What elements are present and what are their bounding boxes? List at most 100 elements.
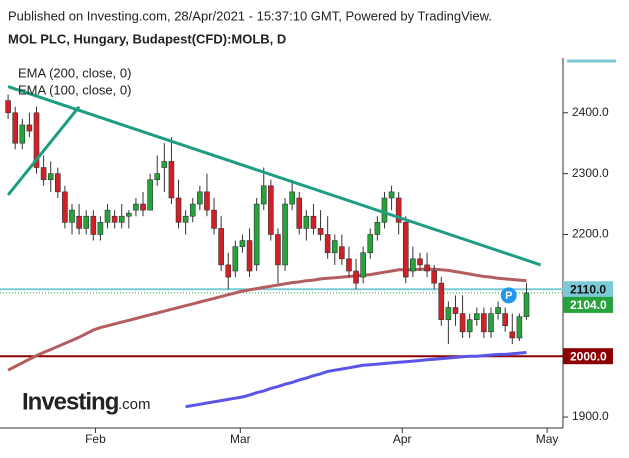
candle-body <box>204 191 210 211</box>
candle-body <box>431 270 437 284</box>
level-label: 2104.0 <box>570 298 607 312</box>
legend-entry: EMA (100, close, 0) <box>18 82 131 97</box>
candle-body <box>346 258 352 272</box>
candle-body <box>140 203 146 211</box>
candle-body <box>55 173 61 193</box>
candle-body <box>47 173 54 181</box>
candle-body <box>260 185 267 205</box>
marker-label: P <box>505 290 512 302</box>
candle-body <box>523 292 530 317</box>
candle-body <box>182 215 189 223</box>
candle-body <box>303 215 310 229</box>
candle-body <box>367 234 374 254</box>
candle-body <box>438 282 445 320</box>
candle-body <box>310 215 317 229</box>
level-label-box <box>563 296 613 313</box>
y-tick-label: 2400.0 <box>572 105 609 119</box>
candle-body <box>317 228 324 235</box>
candle-body <box>488 313 494 333</box>
candle-body <box>360 252 366 278</box>
ema-line <box>7 267 527 372</box>
y-tick-label: 2200.0 <box>572 227 609 241</box>
logo-brand: Investing <box>22 388 119 415</box>
candle-body <box>26 124 33 132</box>
legend-entry: EMA (200, close, 0) <box>18 65 131 80</box>
candle-body <box>12 112 19 144</box>
x-tick-label: May <box>536 432 559 446</box>
candle-body <box>147 179 153 211</box>
candle-body <box>197 191 203 205</box>
trend-line <box>7 85 542 267</box>
candle-body <box>126 212 132 217</box>
x-tick-label: Mar <box>230 432 251 446</box>
candle-body <box>5 100 11 114</box>
y-tick-label: 1900.0 <box>572 409 609 423</box>
candle-body <box>253 203 260 266</box>
candle-body <box>104 209 111 223</box>
candle-body <box>239 240 246 247</box>
candle-body <box>417 258 423 266</box>
candle-body <box>246 240 253 272</box>
candle-body <box>218 228 224 266</box>
candle-body <box>473 313 480 320</box>
candle-body <box>133 203 139 211</box>
candle-body <box>481 313 487 333</box>
candle-body <box>509 331 516 339</box>
candle-body <box>381 197 388 223</box>
candle-body <box>154 173 161 181</box>
candle-body <box>445 307 452 320</box>
header-line: Published on Investing.com, 28/Apr/2021 … <box>8 8 492 23</box>
candle-body <box>232 246 239 272</box>
candle-body <box>459 313 466 333</box>
ema-line <box>185 351 527 409</box>
candle-body <box>111 215 118 223</box>
candle-body <box>466 319 473 333</box>
candle-body <box>69 209 75 223</box>
candle-body <box>62 191 68 223</box>
trend-line <box>6 105 81 196</box>
candle-body <box>275 234 281 266</box>
candle-body <box>296 197 303 229</box>
candle-body <box>282 203 288 266</box>
x-tick-label: Apr <box>393 432 412 446</box>
candle-body <box>189 203 196 217</box>
candle-body <box>118 215 125 223</box>
candle-body <box>33 112 40 168</box>
candle-body <box>452 307 459 314</box>
candle-body <box>402 222 409 278</box>
level-label: 2000.0 <box>570 349 607 363</box>
level-label: 2110.0 <box>570 282 606 296</box>
candle-body <box>225 264 232 278</box>
candle-body <box>324 234 331 254</box>
candle-body <box>40 167 47 181</box>
candle-body <box>211 209 217 229</box>
level-label-box <box>563 281 613 298</box>
candle-body <box>168 161 175 199</box>
candle-body <box>516 316 523 339</box>
candle-body <box>289 191 295 205</box>
candle-body <box>495 307 501 314</box>
logo-suffix: .com <box>118 396 151 413</box>
candle-body <box>175 197 182 223</box>
candle-body <box>19 124 26 144</box>
candle-body <box>410 258 416 272</box>
candle-body <box>331 240 338 254</box>
marker <box>500 287 517 304</box>
candle-body <box>268 185 274 235</box>
candle-body <box>90 215 97 235</box>
x-tick-label: Feb <box>85 432 106 446</box>
candle-body <box>339 246 345 260</box>
y-tick-label: 2300.0 <box>572 166 609 180</box>
candle-body <box>395 197 402 223</box>
candle-body <box>83 215 90 229</box>
candle-body <box>76 215 82 229</box>
candle-body <box>161 161 168 168</box>
candle-body <box>353 270 359 284</box>
candle-body <box>374 222 381 235</box>
candle-body <box>424 264 430 272</box>
symbol-title: MOL PLC, Hungary, Budapest(CFD):MOLB, D <box>8 31 286 46</box>
candle-body <box>97 222 104 235</box>
level-label-box <box>563 348 613 365</box>
